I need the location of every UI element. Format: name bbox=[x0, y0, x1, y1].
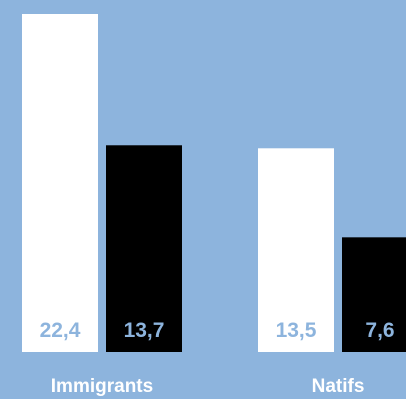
category-label-natifs: Natifs bbox=[312, 376, 365, 397]
bars-group bbox=[22, 14, 406, 352]
bar-natifs-series-2 bbox=[342, 237, 406, 352]
bar-value-label: 13,7 bbox=[124, 319, 165, 342]
category-label-immigrants: Immigrants bbox=[51, 376, 153, 397]
labels-group: 22,4 13,7 Immigrants 13,5 7,6 Natifs bbox=[40, 319, 395, 397]
bar-value-label: 22,4 bbox=[40, 319, 81, 342]
bar-value-label: 13,5 bbox=[276, 319, 317, 342]
bar-value-label: 7,6 bbox=[365, 319, 394, 342]
bar-natifs-series-1 bbox=[258, 148, 334, 352]
bar-immigrants-series-1 bbox=[22, 14, 98, 352]
bar-immigrants-series-2 bbox=[106, 145, 182, 352]
